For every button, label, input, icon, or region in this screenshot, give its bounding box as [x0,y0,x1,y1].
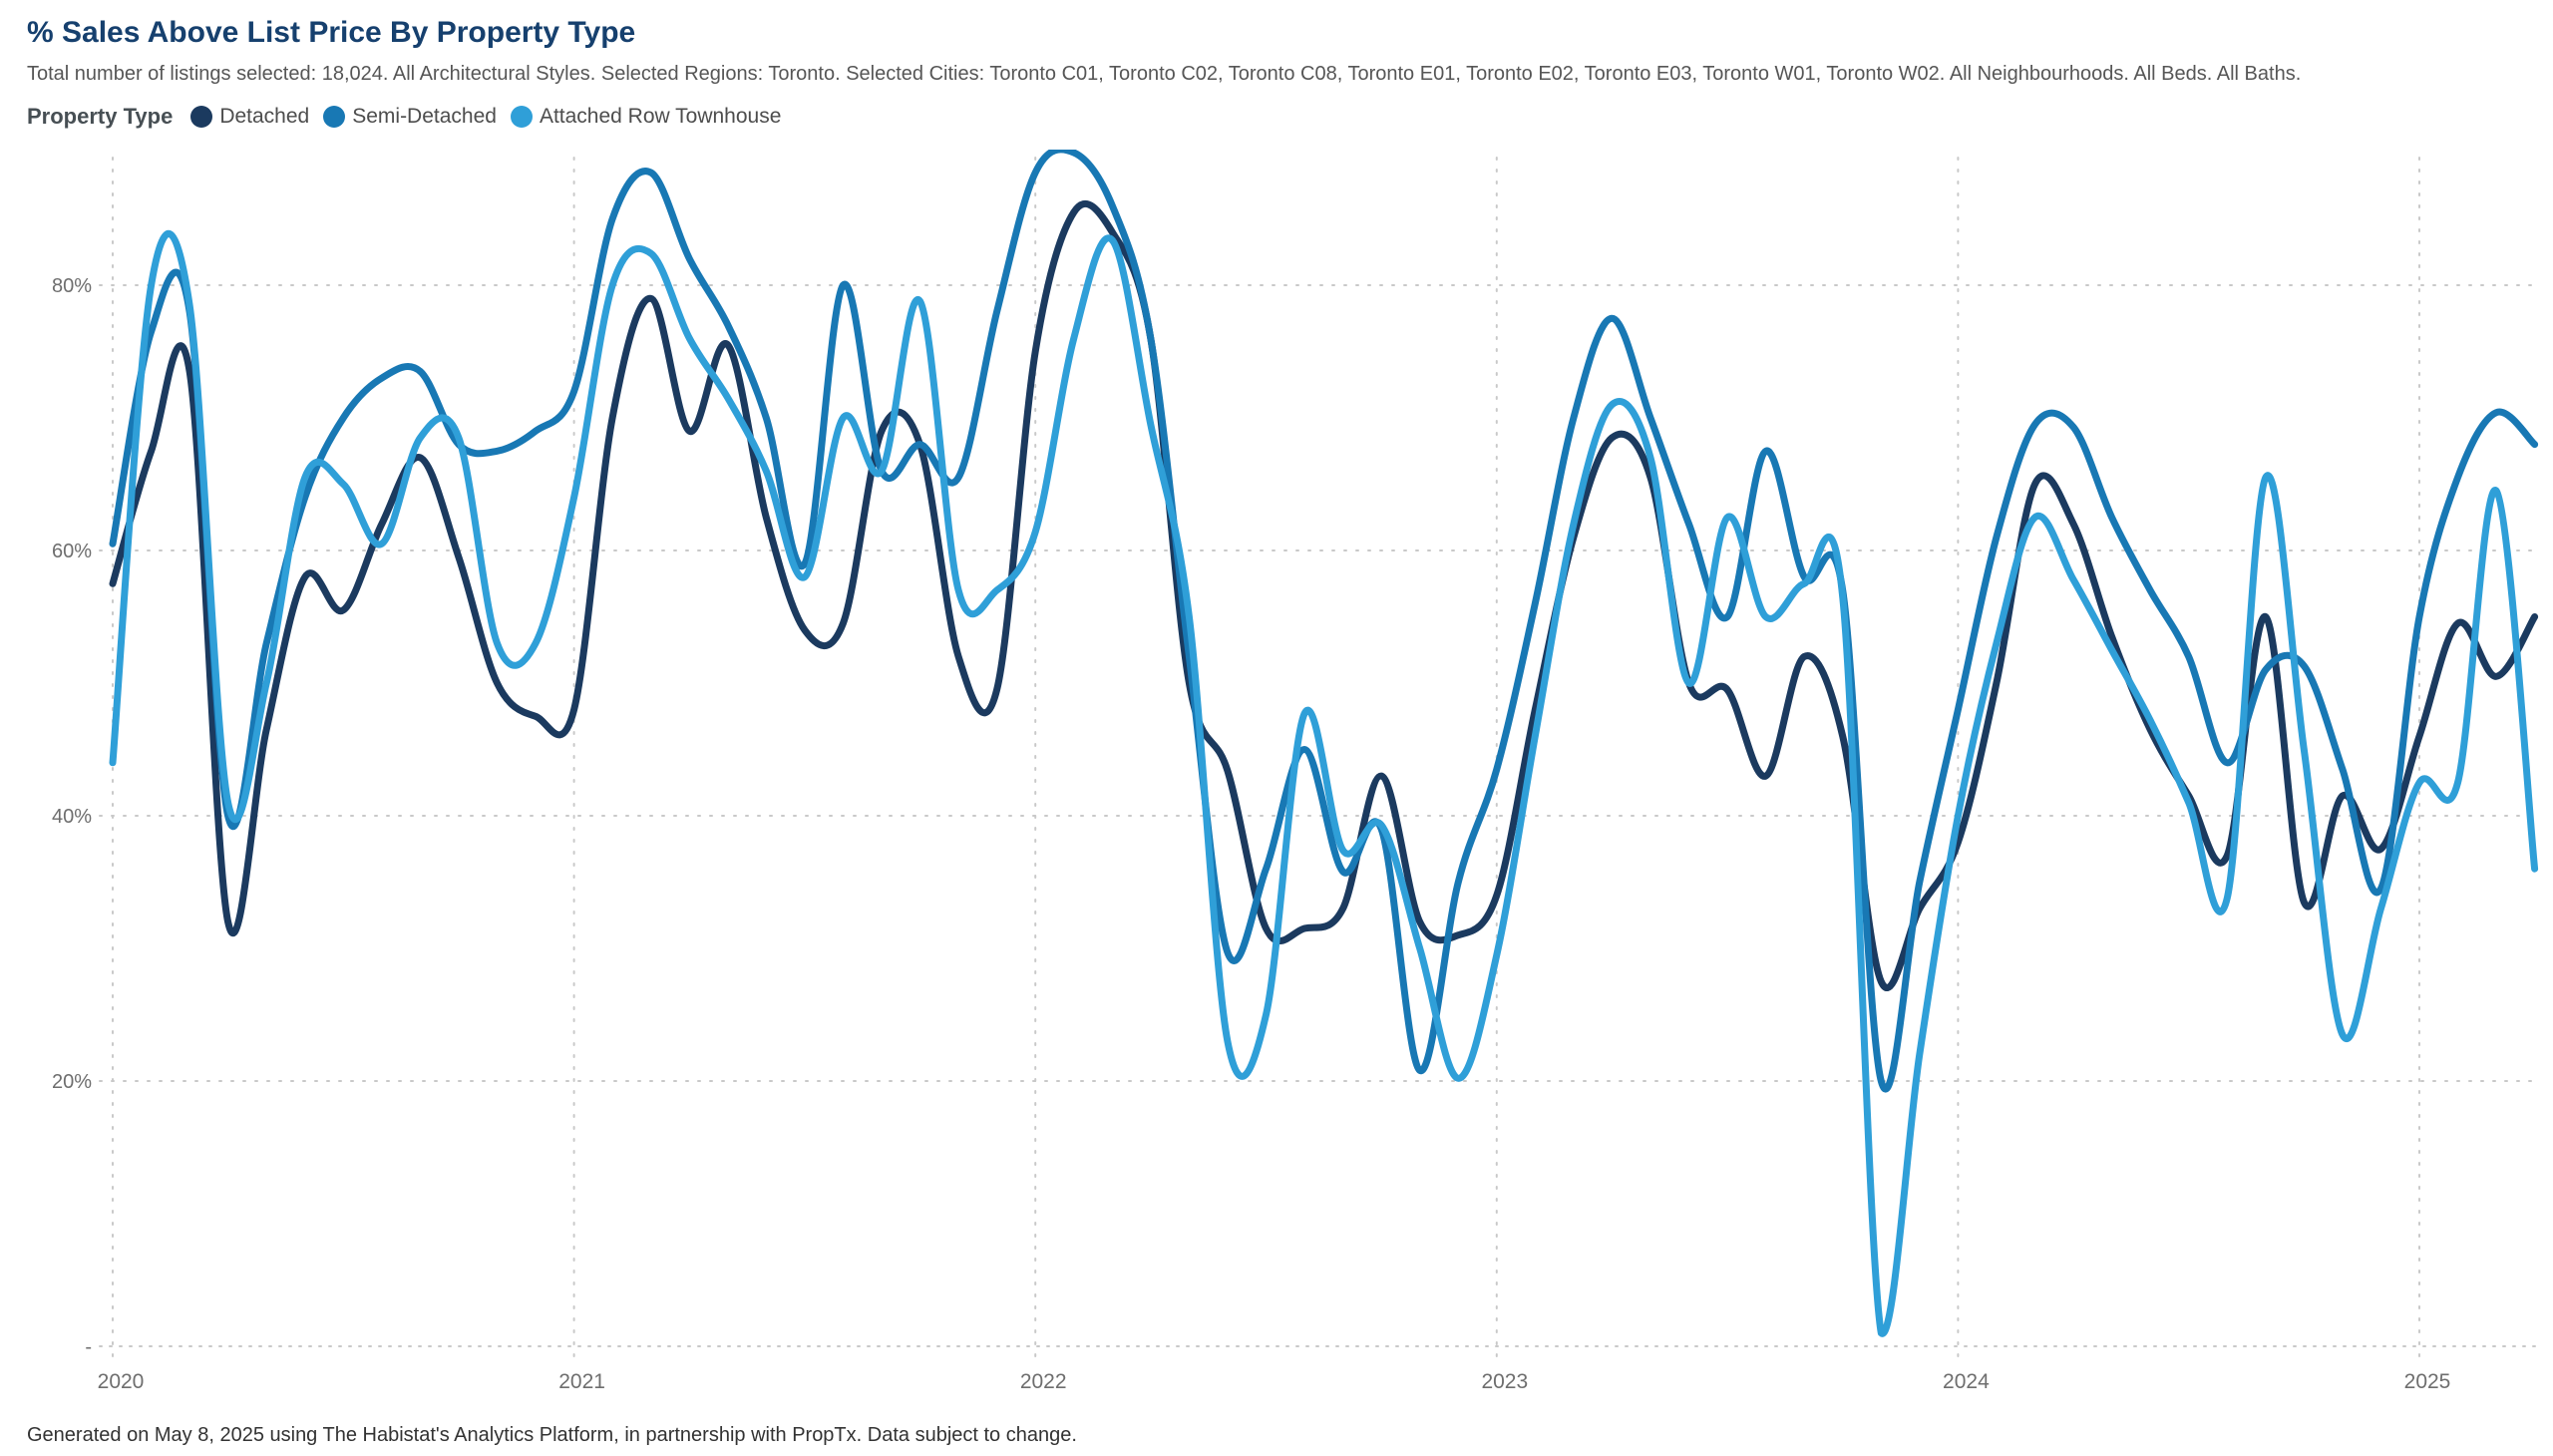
detached-series-dot-icon [190,106,213,128]
legend-item-label: Detached [219,105,310,128]
y-axis-tick-label: 80% [52,275,92,297]
legend-item-semi-detached[interactable]: Semi-Detached [323,105,497,129]
series-line-attached-row-townhouse[interactable] [109,230,2539,1337]
x-axis-tick-label: 2022 [1020,1370,1067,1393]
x-axis-tick-label: 2025 [2404,1370,2451,1393]
y-axis-tick-label: 60% [52,541,92,562]
y-axis-zero-label: - [85,1336,92,1358]
chart-svg: 80% 60% 40% 20% -2020 2021 2022 2023 2024 2025 [52,150,2542,1393]
legend-title: Property Type [27,104,174,129]
x-axis-tick-label: 2020 [98,1370,145,1393]
y-axis-tick-label: 20% [52,1071,92,1093]
line-chart: 80% 60% 40% 20% -2020 2021 2022 2023 2024 2025 [0,150,2553,1401]
series-line-detached[interactable] [109,199,2539,991]
x-axis-tick-label: 2024 [1943,1370,1990,1393]
x-axis-tick-label: 2023 [1481,1370,1528,1393]
series-line-semi-detached[interactable] [109,150,2539,1093]
chart-header: % Sales Above List Price By Property Typ… [0,0,2553,130]
legend-item-attached-row-townhouse[interactable]: Attached Row Townhouse [510,105,782,129]
legend-item-detached[interactable]: Detached [190,105,309,129]
page-title: % Sales Above List Price By Property Typ… [27,16,636,49]
y-axis-tick-label: 40% [52,806,92,828]
chart-footer: Generated on May 8, 2025 using The Habis… [27,1424,1077,1446]
chart-subtitle: Total number of listings selected: 18,02… [27,63,2302,85]
x-axis-tick-label: 2021 [558,1370,605,1393]
legend-item-label: Attached Row Townhouse [539,105,782,128]
chart-legend: Property Type Detached Semi-Detached Att… [27,104,2523,130]
attached-row-townhouse-series-dot-icon [510,106,533,128]
legend-item-label: Semi-Detached [352,105,497,128]
semi-detached-series-dot-icon [323,106,346,128]
